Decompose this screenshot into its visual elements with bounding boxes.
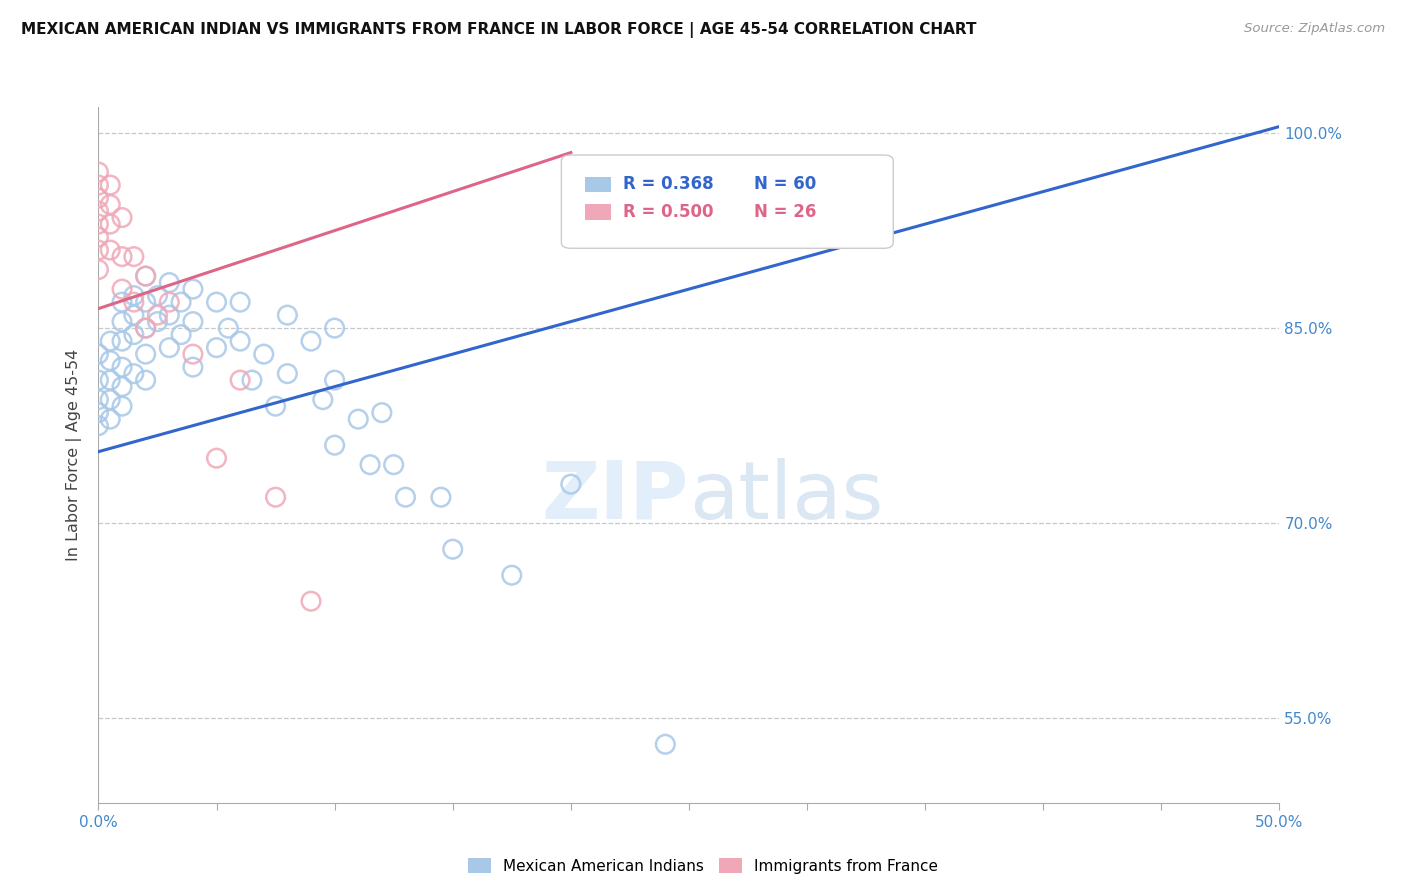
Point xyxy=(323,321,346,335)
Point xyxy=(122,288,145,302)
Point xyxy=(98,412,121,426)
Text: N = 60: N = 60 xyxy=(754,175,815,194)
Point xyxy=(157,295,180,310)
Point xyxy=(98,243,121,257)
Point xyxy=(111,399,134,413)
Point xyxy=(122,295,145,310)
Point xyxy=(205,451,228,466)
FancyBboxPatch shape xyxy=(585,177,612,192)
Point xyxy=(111,315,134,329)
Point xyxy=(135,347,157,361)
Point xyxy=(430,490,453,504)
Point xyxy=(98,373,121,387)
Point xyxy=(501,568,523,582)
Point xyxy=(157,341,180,355)
Point xyxy=(87,178,110,192)
Y-axis label: In Labor Force | Age 45-54: In Labor Force | Age 45-54 xyxy=(66,349,83,561)
Point xyxy=(135,269,157,284)
Point xyxy=(323,373,346,387)
Point xyxy=(181,360,204,375)
Point xyxy=(146,315,169,329)
Point xyxy=(323,438,346,452)
Point xyxy=(87,204,110,219)
Point xyxy=(253,347,276,361)
Point xyxy=(217,321,239,335)
Point xyxy=(157,308,180,322)
Text: MEXICAN AMERICAN INDIAN VS IMMIGRANTS FROM FRANCE IN LABOR FORCE | AGE 45-54 COR: MEXICAN AMERICAN INDIAN VS IMMIGRANTS FR… xyxy=(21,22,977,38)
Point xyxy=(347,412,370,426)
Point xyxy=(98,217,121,231)
Point xyxy=(135,321,157,335)
Point xyxy=(98,353,121,368)
Point xyxy=(122,327,145,342)
Point xyxy=(146,288,169,302)
Point xyxy=(98,197,121,211)
Point xyxy=(229,373,252,387)
Point xyxy=(122,367,145,381)
FancyBboxPatch shape xyxy=(585,204,612,219)
Text: ZIP: ZIP xyxy=(541,458,689,536)
Text: atlas: atlas xyxy=(689,458,883,536)
Point xyxy=(122,250,145,264)
Point xyxy=(111,334,134,348)
Point xyxy=(170,295,193,310)
Point xyxy=(135,321,157,335)
Point xyxy=(394,490,416,504)
Point xyxy=(87,243,110,257)
Text: R = 0.500: R = 0.500 xyxy=(623,203,713,221)
Point xyxy=(146,308,169,322)
Point xyxy=(98,392,121,407)
Text: N = 26: N = 26 xyxy=(754,203,817,221)
Point xyxy=(299,594,322,608)
Point xyxy=(229,295,252,310)
Text: Source: ZipAtlas.com: Source: ZipAtlas.com xyxy=(1244,22,1385,36)
Point xyxy=(122,308,145,322)
Point xyxy=(181,315,204,329)
Point xyxy=(87,262,110,277)
Point xyxy=(157,276,180,290)
Point xyxy=(264,490,287,504)
Point xyxy=(654,737,676,751)
Point xyxy=(87,373,110,387)
Point xyxy=(111,379,134,393)
Point xyxy=(111,282,134,296)
Point xyxy=(87,230,110,244)
Legend: Mexican American Indians, Immigrants from France: Mexican American Indians, Immigrants fro… xyxy=(461,852,945,880)
Point xyxy=(87,418,110,433)
Point xyxy=(87,406,110,420)
Point xyxy=(441,542,464,557)
Point xyxy=(135,373,157,387)
Point xyxy=(181,347,204,361)
Point xyxy=(87,165,110,179)
Point xyxy=(170,327,193,342)
Point xyxy=(276,367,298,381)
FancyBboxPatch shape xyxy=(561,155,893,248)
Point xyxy=(98,178,121,192)
Point xyxy=(560,477,582,491)
Point xyxy=(382,458,405,472)
Point xyxy=(135,269,157,284)
Point xyxy=(299,334,322,348)
Point xyxy=(312,392,335,407)
Point xyxy=(359,458,381,472)
Point xyxy=(371,406,394,420)
Point xyxy=(98,334,121,348)
Point xyxy=(111,250,134,264)
Point xyxy=(229,334,252,348)
Point xyxy=(87,392,110,407)
Point xyxy=(87,191,110,205)
Point xyxy=(111,360,134,375)
Point xyxy=(111,211,134,225)
Point xyxy=(181,282,204,296)
Point xyxy=(205,295,228,310)
Point xyxy=(135,295,157,310)
Point xyxy=(240,373,263,387)
Point xyxy=(264,399,287,413)
Point xyxy=(111,295,134,310)
Point xyxy=(276,308,298,322)
Point xyxy=(87,347,110,361)
Text: R = 0.368: R = 0.368 xyxy=(623,175,713,194)
Point xyxy=(87,217,110,231)
Point xyxy=(205,341,228,355)
